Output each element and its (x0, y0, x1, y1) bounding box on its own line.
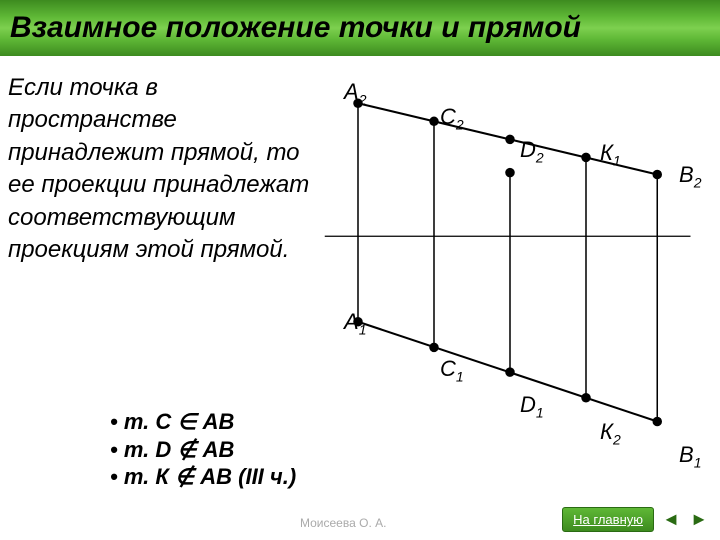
paragraph: Если точка в пространстве принадлежит пр… (8, 72, 318, 266)
point-label: В1 (679, 442, 701, 470)
point-label: С1 (440, 356, 464, 384)
projection-diagram: А2С2D2К1В2А1С1D1К2В1 (320, 70, 700, 450)
author-credit: Моисеева О. А. (300, 516, 386, 530)
point-label: А1 (344, 309, 366, 337)
point-label: В2 (679, 162, 701, 190)
point-label: А2 (344, 79, 366, 107)
point-label: С2 (440, 104, 464, 132)
bullet-item: т. К ∉ АВ (III ч.) (110, 463, 296, 491)
home-button[interactable]: На главную (562, 507, 654, 532)
point-label: К2 (600, 419, 621, 447)
page-title: Взаимное положение точки и прямой (10, 11, 581, 45)
bullet-item: т. D ∉ АВ (110, 436, 296, 464)
title-bar: Взаимное положение точки и прямой (0, 0, 720, 56)
point-label: D2 (520, 137, 544, 165)
point-label: К1 (600, 140, 621, 168)
point-label: D1 (520, 392, 544, 420)
prev-arrow-icon[interactable]: ◄ (660, 509, 682, 531)
next-arrow-icon[interactable]: ► (688, 509, 710, 531)
bullet-item: т. С ∈ АВ (110, 408, 296, 436)
bullet-list: т. С ∈ АВ т. D ∉ АВ т. К ∉ АВ (III ч.) (110, 408, 296, 491)
nav-controls: На главную ◄ ► (562, 507, 710, 532)
